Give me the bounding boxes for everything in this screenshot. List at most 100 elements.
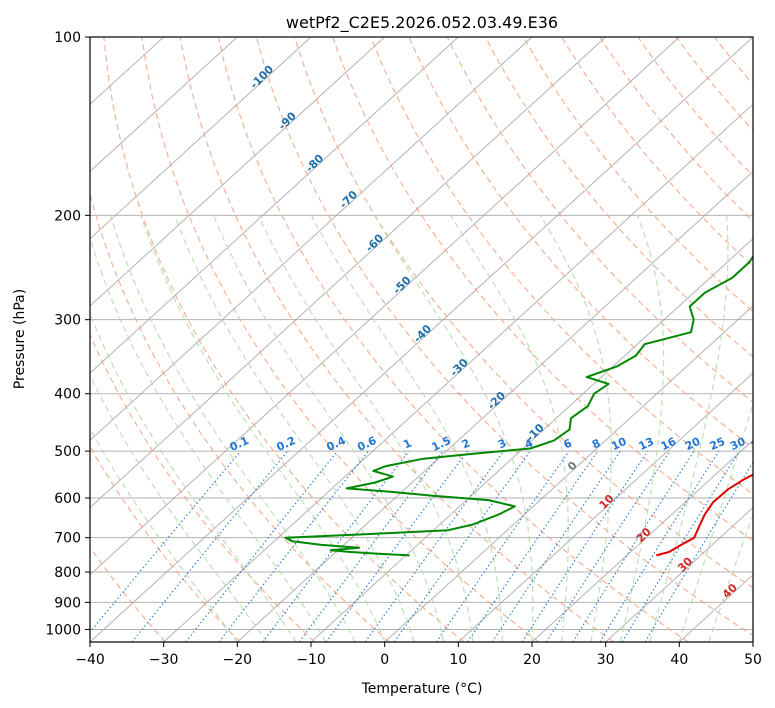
- mixing-ratio-label: 36: [749, 435, 769, 453]
- x-tick-label: 10: [449, 652, 467, 668]
- dry-adiabat: [217, 37, 689, 642]
- mixing-ratio-label: 10: [609, 435, 629, 453]
- moist-adiabat: [310, 215, 504, 642]
- mixing-ratio-line: [621, 450, 740, 642]
- dry-adiabat: [637, 37, 753, 177]
- isotherm-line: [605, 506, 753, 642]
- isotherm-label: 10: [597, 492, 617, 512]
- mixing-ratio-label: 3: [496, 436, 508, 451]
- x-axis-label: Temperature (°C): [361, 681, 483, 697]
- dry-adiabat: [90, 192, 390, 642]
- dry-adiabat: [523, 37, 753, 313]
- dry-adiabat: [675, 37, 753, 132]
- chart-title: wetPf2_C2E5.2026.052.03.49.E36: [286, 13, 558, 33]
- x-tick-label: 0: [380, 652, 389, 668]
- moist-adiabat: [174, 215, 415, 642]
- y-tick-label: 500: [54, 444, 81, 460]
- mixing-ratio-label: 1: [401, 436, 413, 451]
- moist-adiabat: [90, 373, 268, 642]
- y-tick-label: 200: [54, 208, 81, 224]
- mixing-ratio-label: 16: [659, 435, 679, 453]
- isotherm-line: [90, 37, 238, 173]
- moist-adiabat: [539, 214, 612, 642]
- y-tick-label: 100: [54, 30, 81, 46]
- dry-adiabat: [179, 37, 614, 642]
- x-tick-label: 40: [670, 652, 688, 668]
- isotherm-line: [90, 37, 753, 642]
- moist-adiabat: [708, 512, 753, 642]
- x-tick-label: 20: [523, 652, 541, 668]
- isotherm-label: -80: [303, 152, 326, 175]
- dry-adiabat: [255, 37, 753, 637]
- mixing-ratio-label: 8: [590, 436, 602, 451]
- moist-adiabat: [110, 215, 356, 642]
- mixing-ratio-line: [599, 450, 720, 642]
- plot-frame: [89, 36, 754, 643]
- isotherm-line: [752, 641, 753, 642]
- moist-adiabat: [257, 215, 474, 642]
- isotherm-line: [384, 305, 753, 642]
- moist-adiabat: [450, 214, 570, 642]
- y-tick-label: 300: [54, 313, 81, 329]
- isotherm-line: [236, 170, 753, 642]
- moist-adiabat: [374, 214, 534, 642]
- mixing-ratio-label: 6: [561, 436, 574, 451]
- x-tick-label: −30: [149, 652, 179, 668]
- isotherm-line: [90, 37, 680, 576]
- dewpoint-profile-line: [284, 254, 753, 557]
- x-tick-label: 30: [597, 652, 615, 668]
- mixing-ratio-line: [521, 450, 649, 642]
- x-tick-label: −40: [75, 652, 105, 668]
- plot-clip-group: 0.1 0.2 0.4 0.6 1 1.5 2 3 4 6 8 10 13 16 20 25 30 36-100-…: [90, 37, 769, 642]
- dry-adiabat: [446, 37, 753, 403]
- mixing-ratio-line: [262, 450, 410, 642]
- isotherm-line: [90, 37, 459, 374]
- mixing-ratio-line: [393, 450, 531, 642]
- isotherm-label: -20: [485, 389, 508, 412]
- dry-adiabat: [90, 333, 316, 642]
- moist-adiabat: [90, 427, 238, 642]
- mixing-ratio-label: 2: [460, 436, 472, 451]
- x-tick-label: −20: [223, 652, 253, 668]
- dry-adiabat: [103, 37, 465, 642]
- mixing-ratio-line: [90, 450, 242, 633]
- mixing-ratio-line: [491, 450, 621, 642]
- isotherm-label: -50: [390, 273, 413, 296]
- mixing-ratio-label: 30: [728, 435, 748, 453]
- y-tick-label: 400: [54, 387, 81, 403]
- isotherm-line: [90, 37, 533, 442]
- temperature-profile-line: [656, 473, 753, 557]
- moist-adiabat: [90, 312, 297, 642]
- y-tick-label: 700: [54, 531, 81, 547]
- mixing-ratio-line: [325, 450, 468, 642]
- isotherm-line: [90, 37, 386, 307]
- moist-adiabat: [90, 236, 327, 642]
- isotherm-label: -30: [448, 356, 471, 379]
- dry-adiabat: [294, 37, 753, 589]
- mixing-ratio-line: [185, 450, 339, 642]
- mixing-ratio-line: [364, 450, 505, 642]
- isotherm-line: [310, 237, 753, 642]
- dry-adiabat: [332, 37, 753, 542]
- mixing-ratio-line: [131, 450, 289, 642]
- moist-adiabat: [619, 215, 665, 642]
- dry-adiabat: [370, 37, 753, 495]
- mixing-ratio-line: [572, 450, 695, 642]
- mixing-ratio-label: 20: [683, 435, 703, 453]
- isotherm-label: -90: [276, 109, 299, 132]
- dry-adiabat: [752, 37, 753, 39]
- isotherm-line: [163, 103, 753, 642]
- plot-area: 0.1 0.2 0.4 0.6 1 1.5 2 3 4 6 8 10 13 16 20 25 30 36-100-…: [45, 30, 769, 668]
- dry-adiabat: [408, 37, 753, 449]
- moist-adiabat: [140, 215, 386, 642]
- dry-adiabat: [90, 445, 241, 642]
- dry-adiabat: [90, 546, 166, 642]
- x-tick-label: 50: [744, 652, 762, 668]
- isotherm-label: -70: [337, 188, 360, 211]
- moist-adiabat: [212, 215, 445, 642]
- isotherm-line: [90, 37, 312, 240]
- mixing-ratio-line: [435, 450, 570, 642]
- moist-adiabat: [649, 215, 729, 642]
- mixing-ratio-line: [545, 450, 671, 642]
- isotherm-label: 20: [634, 525, 654, 545]
